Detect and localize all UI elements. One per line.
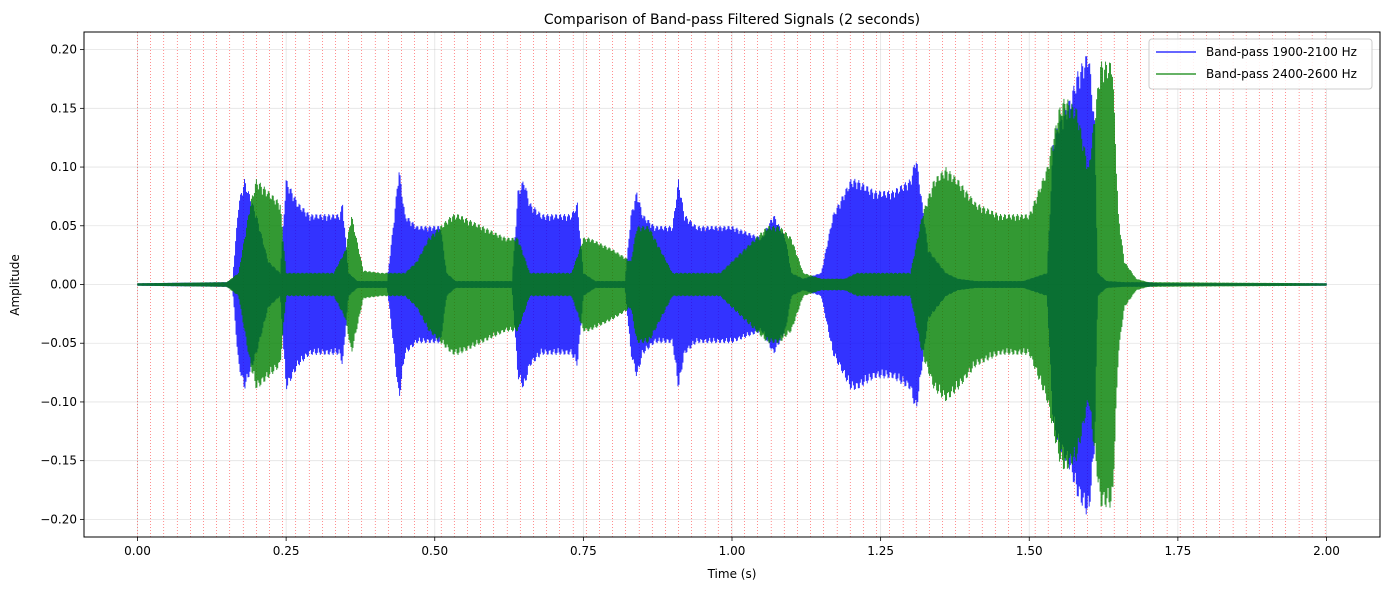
y-tick-label-6: 0.10 <box>50 160 77 174</box>
y-tick-label-8: 0.20 <box>50 43 77 57</box>
y-tick-label-4: 0.00 <box>50 278 77 292</box>
series-line-bandpass-2400 <box>137 61 1327 508</box>
tick-layer: 0.00 0.25 0.50 0.75 1.00 1.25 1.50 1.75 2.00 −0.2… <box>40 43 1340 558</box>
x-tick-label-6: 1.50 <box>1016 544 1043 558</box>
x-tick-label-5: 1.25 <box>867 544 894 558</box>
legend-label-bandpass-1900: Band-pass 1900-2100 Hz <box>1206 45 1357 59</box>
x-tick-label-0: 0.00 <box>124 544 151 558</box>
y-tick-label-2: −0.10 <box>40 395 77 409</box>
chart-title: Comparison of Band-pass Filtered Signals… <box>544 12 920 28</box>
legend-box <box>1148 38 1373 90</box>
x-tick-label-8: 2.00 <box>1313 544 1340 558</box>
y-tick-label-3: −0.05 <box>40 336 77 350</box>
y-tick-label-1: −0.15 <box>40 454 77 468</box>
y-tick-label-5: 0.05 <box>50 219 77 233</box>
x-tick-label-1: 0.25 <box>273 544 300 558</box>
y-tick-label-0: −0.20 <box>40 512 77 526</box>
x-tick-label-7: 1.75 <box>1165 544 1192 558</box>
y-tick-label-7: 0.15 <box>50 101 77 115</box>
x-tick-label-2: 0.50 <box>421 544 448 558</box>
legend-label-bandpass-2400: Band-pass 2400-2600 Hz <box>1206 67 1357 81</box>
x-axis-label: Time (s) <box>707 567 757 581</box>
x-tick-label-4: 1.00 <box>719 544 746 558</box>
y-axis-label: Amplitude <box>8 254 22 316</box>
series-layer <box>137 56 1327 515</box>
legend: Band-pass 1900-2100 Hz Band-pass 2400-26… <box>1148 38 1373 90</box>
x-tick-label-3: 0.75 <box>570 544 597 558</box>
